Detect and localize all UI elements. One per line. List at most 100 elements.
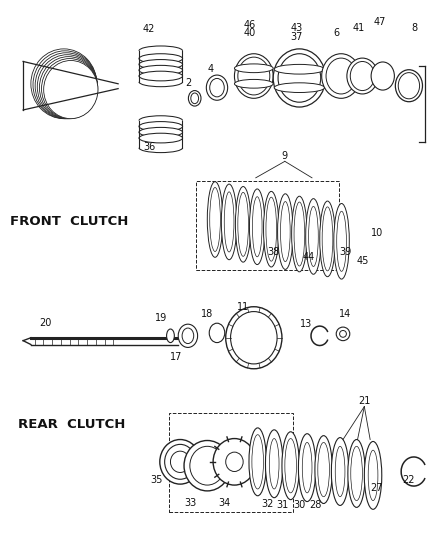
Ellipse shape xyxy=(213,439,256,485)
Ellipse shape xyxy=(278,194,293,269)
Text: REAR  CLUTCH: REAR CLUTCH xyxy=(18,418,125,432)
Text: 22: 22 xyxy=(403,475,415,485)
Ellipse shape xyxy=(351,446,362,500)
Ellipse shape xyxy=(326,58,356,94)
Ellipse shape xyxy=(278,54,321,102)
Text: 19: 19 xyxy=(155,313,167,324)
Ellipse shape xyxy=(238,192,248,256)
Ellipse shape xyxy=(235,187,251,262)
Ellipse shape xyxy=(209,323,225,343)
Text: 40: 40 xyxy=(244,28,256,38)
Text: 46: 46 xyxy=(244,20,256,30)
Text: FRONT  CLUTCH: FRONT CLUTCH xyxy=(11,215,129,228)
Text: 27: 27 xyxy=(371,483,383,493)
Ellipse shape xyxy=(234,64,273,72)
Ellipse shape xyxy=(273,49,325,107)
Ellipse shape xyxy=(336,327,350,341)
Text: 8: 8 xyxy=(412,22,418,33)
Text: 34: 34 xyxy=(219,497,231,507)
Text: 13: 13 xyxy=(300,319,312,329)
Text: 44: 44 xyxy=(303,252,315,262)
Ellipse shape xyxy=(348,440,365,507)
Ellipse shape xyxy=(230,312,277,364)
Bar xyxy=(196,181,339,270)
Ellipse shape xyxy=(292,196,307,272)
Ellipse shape xyxy=(178,324,198,348)
Ellipse shape xyxy=(309,206,318,266)
Ellipse shape xyxy=(139,127,183,137)
Ellipse shape xyxy=(35,53,97,119)
Ellipse shape xyxy=(294,202,305,266)
Ellipse shape xyxy=(280,201,290,262)
Ellipse shape xyxy=(226,306,282,369)
Text: 11: 11 xyxy=(237,302,249,312)
Ellipse shape xyxy=(190,446,225,485)
Text: 30: 30 xyxy=(293,500,306,511)
Ellipse shape xyxy=(266,197,277,261)
Ellipse shape xyxy=(139,66,183,75)
Ellipse shape xyxy=(339,330,346,337)
Ellipse shape xyxy=(188,91,201,106)
Ellipse shape xyxy=(184,440,230,491)
Ellipse shape xyxy=(160,440,201,484)
Text: 17: 17 xyxy=(170,352,183,362)
Ellipse shape xyxy=(302,442,312,493)
Text: 41: 41 xyxy=(353,22,365,33)
Ellipse shape xyxy=(337,211,346,271)
Ellipse shape xyxy=(37,55,97,119)
Ellipse shape xyxy=(39,56,98,119)
Ellipse shape xyxy=(42,59,98,119)
Text: 38: 38 xyxy=(267,247,279,257)
Text: 31: 31 xyxy=(277,500,289,511)
Ellipse shape xyxy=(320,201,335,277)
Ellipse shape xyxy=(238,57,270,95)
Ellipse shape xyxy=(252,435,264,489)
Ellipse shape xyxy=(264,191,279,267)
Ellipse shape xyxy=(210,188,220,252)
Ellipse shape xyxy=(249,428,266,496)
Text: 4: 4 xyxy=(207,64,213,74)
Ellipse shape xyxy=(321,54,360,98)
Ellipse shape xyxy=(221,184,237,260)
Ellipse shape xyxy=(139,54,183,63)
Text: 33: 33 xyxy=(185,497,197,507)
Bar xyxy=(169,414,293,512)
Ellipse shape xyxy=(31,49,97,119)
Ellipse shape xyxy=(285,439,297,493)
Ellipse shape xyxy=(206,75,228,100)
Text: 18: 18 xyxy=(201,310,213,319)
Ellipse shape xyxy=(335,446,345,497)
Ellipse shape xyxy=(234,79,273,88)
Text: 28: 28 xyxy=(310,500,322,511)
Ellipse shape xyxy=(282,432,300,499)
Text: 32: 32 xyxy=(261,498,274,508)
Ellipse shape xyxy=(398,72,420,99)
Text: 9: 9 xyxy=(282,150,288,160)
Ellipse shape xyxy=(306,199,321,274)
Text: 2: 2 xyxy=(185,78,191,88)
Ellipse shape xyxy=(210,78,224,97)
Ellipse shape xyxy=(334,204,350,279)
Text: 21: 21 xyxy=(358,396,371,406)
Ellipse shape xyxy=(226,452,243,472)
Text: 20: 20 xyxy=(39,318,52,328)
Text: 14: 14 xyxy=(339,310,351,319)
Ellipse shape xyxy=(191,93,198,103)
Ellipse shape xyxy=(33,51,97,119)
Ellipse shape xyxy=(44,61,98,119)
Ellipse shape xyxy=(368,450,378,500)
Ellipse shape xyxy=(274,64,325,74)
Ellipse shape xyxy=(234,54,273,98)
Ellipse shape xyxy=(269,439,279,489)
Ellipse shape xyxy=(250,189,265,264)
Text: 6: 6 xyxy=(333,28,339,38)
Text: 35: 35 xyxy=(151,475,163,485)
Ellipse shape xyxy=(265,430,283,498)
Ellipse shape xyxy=(139,71,183,81)
Ellipse shape xyxy=(166,329,174,343)
Ellipse shape xyxy=(224,192,234,252)
Ellipse shape xyxy=(139,122,183,131)
Ellipse shape xyxy=(347,58,378,94)
Text: 47: 47 xyxy=(374,17,386,27)
Ellipse shape xyxy=(350,61,374,91)
